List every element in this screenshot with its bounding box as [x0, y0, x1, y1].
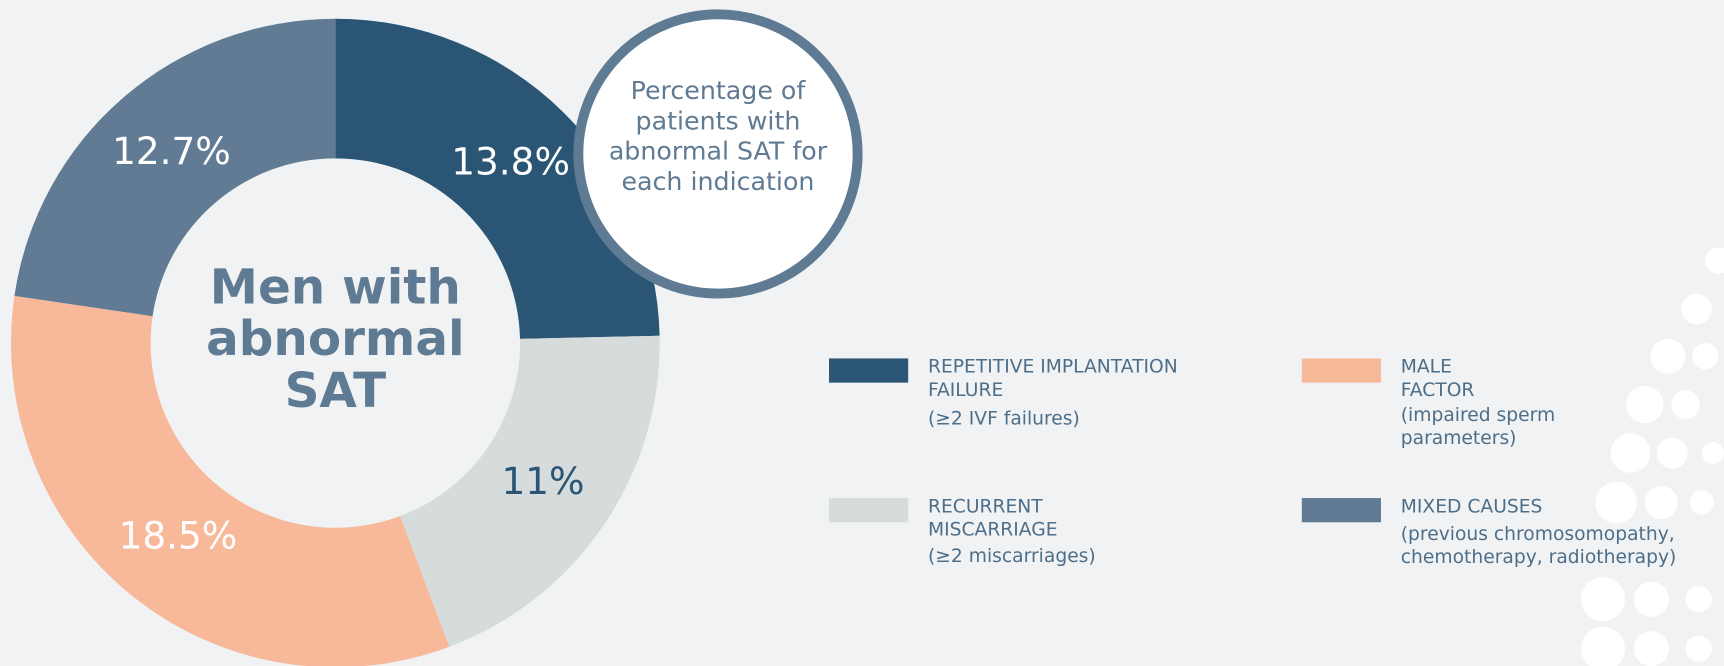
legend-description: (≥2 miscarriages)	[927, 545, 1096, 568]
legend-label: RECURRENT MISCARRIAGE	[927, 495, 1058, 541]
donut-slice	[11, 295, 450, 666]
center-label: Men with abnormal SAT	[206, 259, 465, 419]
legend-swatch	[829, 358, 909, 383]
legend-label: MIXED CAUSES	[1400, 495, 1543, 518]
legend-description: (≥2 IVF failures)	[927, 407, 1080, 430]
legend-description: (previous chromosomopathy, chemotherapy,…	[1400, 523, 1677, 569]
legend-label: REPETITIVE IMPLANTATION FAILURE	[927, 356, 1178, 402]
value-label: 18.5%	[119, 514, 238, 558]
value-label: 12.7%	[112, 129, 231, 173]
legend-label: MALE FACTOR	[1400, 356, 1475, 402]
donut-slice	[335, 18, 660, 339]
legend-description: (impaired sperm parameters)	[1400, 404, 1556, 450]
value-label: 13.8%	[451, 139, 570, 183]
legend-swatch	[1301, 358, 1381, 383]
legend-swatch	[829, 498, 909, 523]
donut-slice	[400, 335, 660, 647]
legend-swatch	[1301, 498, 1381, 523]
decor-dots	[1581, 247, 1724, 666]
callout-circle	[573, 9, 863, 299]
donut-slice	[14, 18, 336, 317]
value-label: 11%	[501, 459, 584, 503]
callout-text: Percentage of patients with abnormal SAT…	[608, 76, 828, 197]
